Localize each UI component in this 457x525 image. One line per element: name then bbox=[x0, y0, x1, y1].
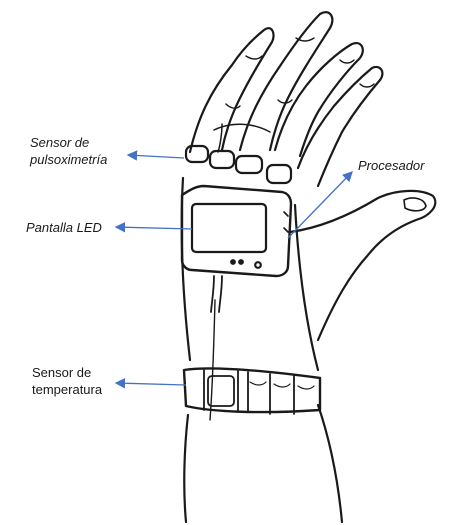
forearm-center-line bbox=[209, 299, 216, 421]
display-cable bbox=[210, 275, 223, 313]
label-temperature-sensor: Sensor de temperatura bbox=[32, 364, 102, 398]
wristband-outline bbox=[182, 367, 322, 414]
thumb-outline bbox=[288, 189, 437, 342]
display-button-3 bbox=[254, 261, 262, 269]
palm-right-edge bbox=[293, 203, 320, 372]
label-temperature-sensor-line-1: Sensor de bbox=[32, 365, 92, 380]
finger-3-outline bbox=[273, 42, 364, 158]
finger-4-outline bbox=[296, 65, 384, 188]
pulse-sensor-pad-1 bbox=[184, 144, 210, 164]
arrow-display bbox=[114, 222, 193, 233]
temperature-sensor-module bbox=[207, 375, 235, 407]
label-pulse-sensor-line-1: Sensor de bbox=[30, 135, 90, 150]
pulse-sensor-pad-2 bbox=[208, 149, 236, 170]
wristband-detail-lines bbox=[249, 381, 315, 390]
finger-2-outline bbox=[238, 11, 334, 152]
finger-1-outline bbox=[188, 27, 275, 154]
label-display: Pantalla LED bbox=[26, 220, 102, 235]
forearm-right-outline bbox=[316, 403, 344, 524]
display-side-edge bbox=[283, 211, 289, 233]
display-screen bbox=[190, 202, 268, 254]
label-temperature-sensor-line-2: temperatura bbox=[32, 382, 103, 397]
label-pulse-sensor: Sensor de pulsoximetría bbox=[30, 134, 107, 168]
arrow-pulse-sensor bbox=[126, 150, 185, 161]
label-pulse-sensor-line-2: pulsoximetría bbox=[30, 152, 108, 167]
wristband-segment-dividers bbox=[203, 369, 295, 415]
display-button-2 bbox=[238, 259, 244, 265]
label-processor: Procesador bbox=[358, 158, 425, 173]
pulse-sensor-pad-3 bbox=[234, 154, 264, 175]
thumb-nail-icon bbox=[403, 197, 427, 212]
arrow-temperature-sensor bbox=[114, 378, 187, 389]
finger-joint-lines bbox=[225, 37, 375, 109]
display-button-1 bbox=[230, 259, 236, 265]
pulse-sensor-pad-4 bbox=[265, 163, 293, 185]
forearm-left-outline bbox=[183, 413, 190, 524]
sensor-wiring bbox=[213, 123, 271, 153]
arrow-processor bbox=[287, 171, 353, 239]
display-housing bbox=[180, 184, 293, 278]
